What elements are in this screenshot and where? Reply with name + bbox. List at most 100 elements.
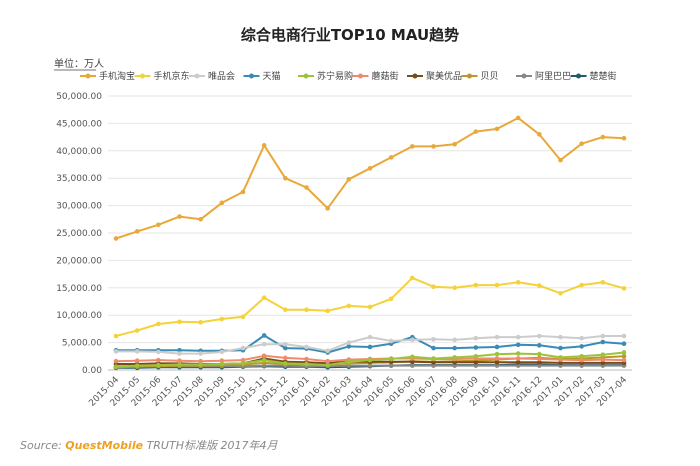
chart-title: 综合电商行业TOP10 MAU趋势 [241,26,459,44]
data-point [113,333,119,339]
data-point [283,175,288,181]
data-point [388,356,394,362]
data-point [367,304,373,310]
legend-item: 天猫 [243,70,281,82]
data-point [431,337,436,342]
data-point [579,335,584,341]
data-point [219,316,225,322]
legend-swatch-dot [358,73,363,79]
data-point [261,143,267,148]
data-point [325,358,330,364]
data-point [261,333,267,338]
y-tick-label: 0.00 [82,366,102,376]
data-point [198,351,203,356]
data-point [494,282,500,288]
data-point [304,356,309,362]
data-point [113,349,119,354]
legend-label: 苏宁易购 [317,70,353,82]
data-point [325,362,330,368]
data-point [410,275,415,281]
data-point [198,217,203,222]
y-tick-label: 25,000.00 [56,229,102,239]
legend-label: 天猫 [263,70,281,82]
legend-label: 聚美优品 [426,70,462,82]
data-point [431,144,436,149]
legend-item: 蘑菇街 [352,70,399,82]
legend-label: 蘑菇街 [372,70,399,82]
x-axis-ticks: 2015-042015-052015-062015-072015-082015-… [87,375,629,409]
y-tick-label: 50,000.00 [56,92,102,102]
data-point [452,337,457,343]
data-point [177,362,182,367]
data-point [198,358,203,364]
data-point [558,360,563,366]
data-point [431,356,436,361]
data-point [537,343,542,348]
data-point [494,356,500,361]
series-唯品会 [113,333,627,356]
data-point [177,358,182,363]
data-point [219,358,225,363]
y-tick-label: 5,000.00 [62,339,102,349]
data-point [515,351,521,356]
y-tick-label: 30,000.00 [56,202,102,212]
data-point [156,362,161,368]
data-point [410,363,415,368]
data-point [537,360,542,365]
data-point [304,185,309,190]
data-point [346,303,352,309]
legend-swatch-dot [249,73,254,79]
legend-swatch-dot [140,73,145,79]
data-point [558,157,563,163]
data-point [621,354,627,359]
data-point [261,341,267,347]
legend-label: 手机京东 [154,70,190,82]
data-point [240,314,246,320]
data-point [134,328,140,333]
gridlines [108,95,632,371]
data-point [431,284,436,290]
data-point [325,308,330,314]
data-point [283,355,288,361]
data-point [515,334,521,340]
data-point [473,282,479,288]
y-tick-label: 40,000.00 [56,147,102,157]
data-point [494,360,500,365]
data-point [240,361,246,366]
data-point [452,355,457,360]
legend-label: 楚楚街 [590,70,617,82]
data-point [621,135,627,141]
data-point [452,141,457,147]
data-point [388,363,394,368]
source-suffix: TRUTH标准版 2017年4月 [146,439,278,452]
data-point [283,345,288,351]
data-point [537,333,542,339]
data-point [113,358,119,364]
data-point [283,361,288,366]
data-point [621,341,627,346]
y-tick-label: 45,000.00 [56,119,102,129]
data-point [537,363,542,368]
data-point [600,280,606,285]
data-point [579,357,584,363]
data-point [367,357,373,363]
data-point [515,356,521,361]
data-point [283,307,288,313]
data-point [515,280,521,285]
data-point [156,349,161,355]
legend-swatch-dot [521,73,527,79]
data-point [600,357,606,362]
legend-label: 贝贝 [481,71,499,82]
data-point [579,141,584,146]
data-point [600,352,606,357]
data-point [494,351,500,357]
data-point [515,363,521,368]
data-point [156,321,161,327]
legend-item: 唯品会 [189,70,235,82]
data-point [219,361,225,367]
y-axis-ticks: 0.00 5,000.00 10,000.00 15,000.00 20,000.00 2… [56,92,102,376]
legend-swatch-dot [576,73,581,79]
legend-item: 聚美优品 [407,70,462,82]
data-point [388,296,394,302]
data-point [515,360,521,365]
